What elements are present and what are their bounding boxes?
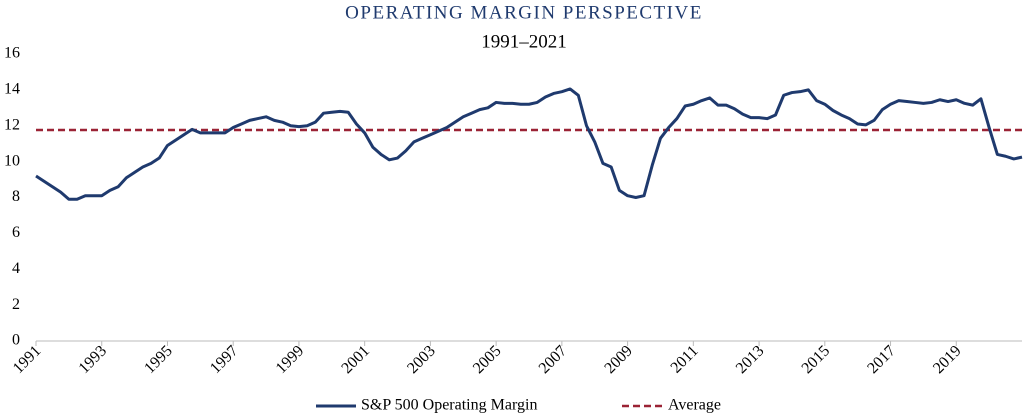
chart-title: OPERATING MARGIN PERSPECTIVE bbox=[345, 2, 703, 23]
y-tick-label: 2 bbox=[12, 296, 20, 313]
x-tick-label: 2005 bbox=[470, 342, 505, 377]
x-tick-label: 2001 bbox=[338, 342, 373, 377]
legend-label: S&P 500 Operating Margin bbox=[361, 397, 537, 414]
chart-subtitle: 1991–2021 bbox=[481, 31, 567, 52]
x-tick-label: 2019 bbox=[930, 342, 965, 377]
legend-label: Average bbox=[668, 397, 721, 414]
y-tick-label: 14 bbox=[4, 81, 20, 98]
y-tick-label: 4 bbox=[12, 260, 20, 277]
x-tick-label: 2015 bbox=[799, 342, 834, 377]
x-tick-label: 1995 bbox=[141, 342, 176, 377]
x-tick-label: 1997 bbox=[207, 342, 242, 377]
y-tick-label: 16 bbox=[4, 45, 20, 62]
x-tick-label: 2007 bbox=[536, 342, 571, 377]
y-tick-label: 12 bbox=[4, 116, 20, 133]
data-line bbox=[35, 87, 1023, 201]
x-tick-label: 1993 bbox=[76, 342, 111, 377]
x-tick-label: 2011 bbox=[668, 342, 702, 376]
y-tick-label: 0 bbox=[12, 332, 20, 349]
x-tick-label: 1999 bbox=[273, 342, 308, 377]
x-tick-label: 2013 bbox=[733, 342, 768, 377]
x-tick-label: 2017 bbox=[864, 342, 899, 377]
y-tick-label: 8 bbox=[12, 188, 20, 205]
y-tick-label: 6 bbox=[12, 224, 20, 241]
x-tick-label: 2003 bbox=[404, 342, 439, 377]
x-tick-label: 2009 bbox=[601, 342, 636, 377]
y-tick-label: 10 bbox=[4, 152, 20, 169]
